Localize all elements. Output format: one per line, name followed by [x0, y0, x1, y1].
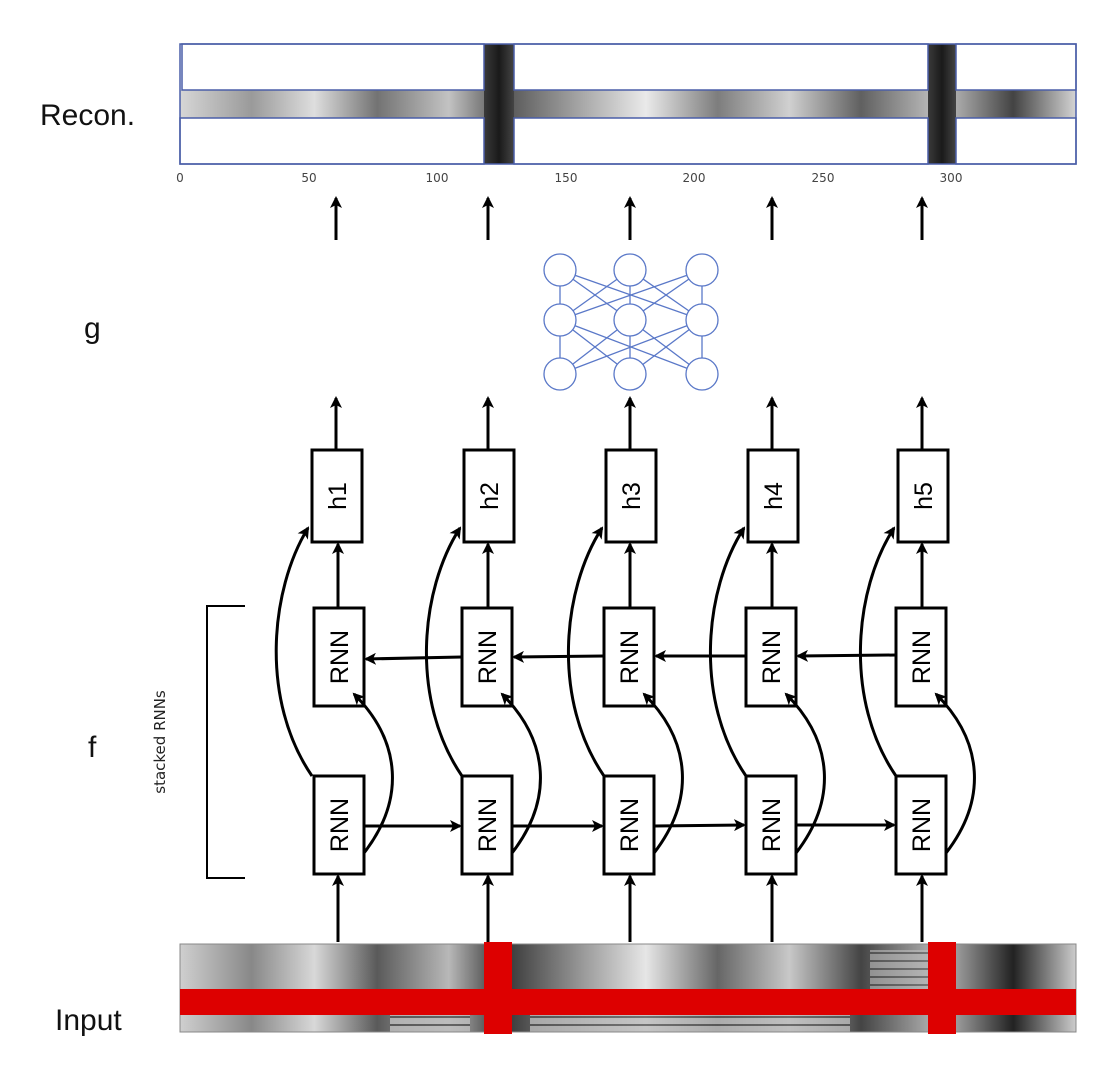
rnn-label: RNN — [616, 798, 644, 852]
input-mask-horizontal — [180, 989, 1076, 1015]
stacked-rnns-bracket: stacked RNNs — [151, 605, 245, 879]
skip-arrows-to-h — [274, 526, 898, 777]
lower-rnn-box-5: RNN — [894, 774, 948, 876]
upper-rnn-box-1: RNN — [312, 606, 366, 708]
rnn-label: RNN — [758, 798, 786, 852]
hidden-label: h4 — [760, 482, 788, 510]
hidden-box-1: h1 — [310, 448, 364, 544]
hidden-box-4: h4 — [746, 448, 800, 544]
recon-mask-box — [179, 117, 485, 165]
input-mask-vertical — [484, 942, 512, 1034]
recon-frame — [179, 43, 1077, 165]
tick-label: 50 — [301, 171, 316, 185]
recon-label: Recon. — [40, 99, 135, 132]
hidden-box-2: h2 — [462, 448, 516, 544]
f-label: f — [88, 731, 97, 764]
rnn-label: RNN — [326, 798, 354, 852]
recon-dark-column-1 — [484, 44, 514, 164]
forward-recurrence-arrows — [364, 819, 896, 832]
recon-mask-box — [955, 43, 1077, 91]
fully-connected-network-icon — [543, 253, 719, 391]
recon-mask-box — [955, 117, 1077, 165]
hidden-label: h2 — [476, 482, 504, 510]
tick-label: 100 — [426, 171, 449, 185]
bracket-label: stacked RNNs — [151, 690, 169, 794]
lower-rnn-box-3: RNN — [602, 774, 656, 876]
rnn-label: RNN — [616, 630, 644, 684]
input-to-rnn-arrows — [332, 874, 928, 942]
upper-rnn-box-2: RNN — [460, 606, 514, 708]
reconstruction-panel — [179, 43, 1077, 165]
hidden-box-3: h3 — [604, 448, 658, 544]
lower-rnn-box-4: RNN — [744, 774, 798, 876]
rnn-label: RNN — [326, 630, 354, 684]
hidden-label: h3 — [618, 482, 646, 510]
hidden-label: h1 — [324, 482, 352, 510]
upper-rnn-box-4: RNN — [744, 606, 798, 708]
upper-rnn-box-5: RNN — [894, 606, 948, 708]
rnn-label: RNN — [474, 630, 502, 684]
backward-recurrence-arrows — [364, 649, 897, 665]
h-to-g-arrows — [330, 396, 928, 450]
output-arrows — [330, 196, 928, 240]
rnn-label: RNN — [474, 798, 502, 852]
upper-rnn-box-3: RNN — [602, 606, 656, 708]
recon-x-axis: 0 50 100 150 200 250 300 — [176, 171, 962, 185]
tick-label: 250 — [812, 171, 835, 185]
lower-rnn-box-1: RNN — [312, 774, 366, 876]
recon-spectrogram-band — [180, 90, 1076, 118]
recon-mask-box — [513, 117, 929, 165]
input-spectrogram — [179, 942, 1077, 1034]
input-mask-vertical — [928, 942, 956, 1034]
hidden-box-5: h5 — [896, 448, 950, 544]
tick-label: 200 — [683, 171, 706, 185]
upper-rnn-layer: RNN RNN RNN RNN RNN — [312, 606, 948, 708]
hidden-label: h5 — [910, 482, 938, 510]
tick-label: 150 — [555, 171, 578, 185]
tick-label: 300 — [940, 171, 963, 185]
recon-mask-box — [181, 43, 485, 91]
recon-mask-box — [513, 43, 929, 91]
network-nodes — [543, 253, 719, 391]
tick-label: 0 — [176, 171, 184, 185]
input-label: Input — [55, 1004, 122, 1037]
rnn-label: RNN — [758, 630, 786, 684]
lower-to-upper-skip-arrows — [352, 692, 976, 859]
hidden-states: h1 h2 h3 h4 h5 — [310, 448, 950, 544]
rnn-to-h-arrows — [332, 542, 928, 608]
rnn-label: RNN — [908, 630, 936, 684]
lower-rnn-box-2: RNN — [460, 774, 514, 876]
recon-dark-column-2 — [928, 44, 956, 164]
g-label: g — [84, 312, 101, 345]
rnn-label: RNN — [908, 798, 936, 852]
